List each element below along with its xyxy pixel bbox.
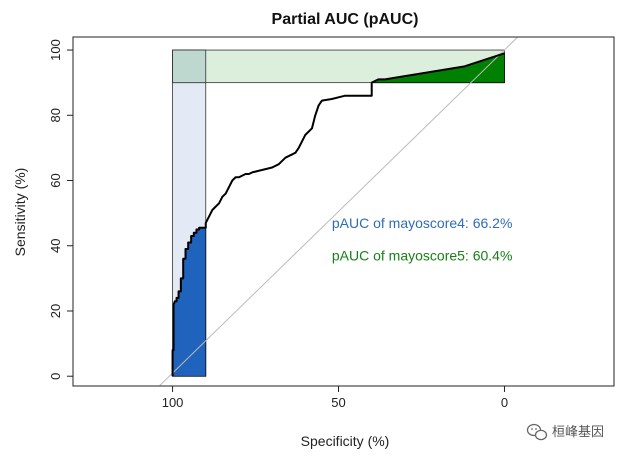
x-tick-label-50: 50 xyxy=(331,395,345,410)
wechat-icon xyxy=(526,423,548,441)
annotation-2: pAUC of mayoscore5: 60.4% xyxy=(332,248,513,264)
roc-curve-mayoscore4 xyxy=(171,52,505,377)
plot-area xyxy=(158,36,519,387)
chart-title: Partial AUC (pAUC) xyxy=(272,11,419,28)
x-tick-label-100: 100 xyxy=(162,395,184,410)
annotation-1: pAUC of mayoscore4: 66.2% xyxy=(332,215,513,231)
watermark-text: 桓峰基因 xyxy=(552,424,604,439)
reference-diagonal xyxy=(158,36,519,387)
y-tick-label-60: 60 xyxy=(48,173,63,187)
y-tick-label-100: 100 xyxy=(48,39,63,61)
y-axis-label: Sensitivity (%) xyxy=(12,168,28,257)
plot-frame xyxy=(72,36,615,387)
x-tick-label-0: 0 xyxy=(501,395,508,410)
y-tick-label-80: 80 xyxy=(48,108,63,122)
y-tick-label-40: 40 xyxy=(48,239,63,253)
watermark: 桓峰基因 xyxy=(526,423,604,441)
pauc-overlap xyxy=(172,49,207,84)
annotations: pAUC of mayoscore4: 66.2% pAUC of mayosco… xyxy=(332,215,513,264)
axes: 100 50 0 0 20 40 60 80 100 xyxy=(48,39,508,410)
x-axis-label: Specificity (%) xyxy=(301,433,390,449)
y-tick-label-20: 20 xyxy=(48,304,63,318)
y-tick-label-0: 0 xyxy=(48,373,63,380)
